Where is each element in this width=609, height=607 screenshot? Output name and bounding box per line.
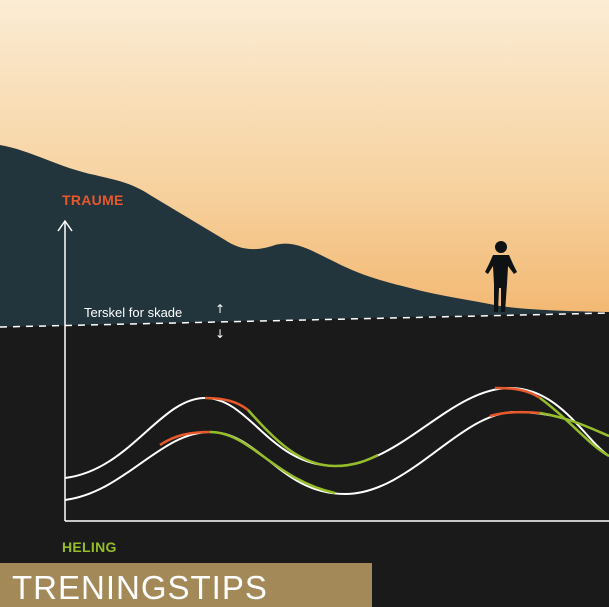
threshold-label: Terskel for skade bbox=[84, 305, 182, 320]
threshold-arrow-down-icon: ↓ bbox=[215, 327, 226, 341]
standing-person-silhouette bbox=[485, 241, 517, 312]
lower-curve-trauma-segment-2 bbox=[489, 410, 541, 418]
axis-label-healing: HELING bbox=[62, 539, 117, 555]
training-tips-banner: TRENINGSTIPS bbox=[0, 563, 372, 607]
lower-curve-trauma-segment bbox=[159, 430, 211, 447]
axis-label-trauma: TRAUME bbox=[62, 192, 124, 208]
upper-curve-trauma-segment bbox=[204, 396, 249, 411]
upper-curve-healing-segment bbox=[247, 409, 379, 468]
upper-curve-healing-segment-2 bbox=[539, 396, 609, 458]
lower-curve-healing-segment-2 bbox=[539, 411, 609, 438]
arrow-up-icon bbox=[57, 219, 73, 232]
threshold-arrow-up-icon: ↑ bbox=[215, 302, 226, 316]
mountain-silhouette bbox=[0, 145, 609, 330]
lower-curve-healing-segment bbox=[209, 430, 336, 495]
threshold-line bbox=[0, 312, 609, 328]
upper-curve-trauma-segment-2 bbox=[494, 386, 541, 400]
banner-title: TRENINGSTIPS bbox=[12, 569, 268, 606]
threshold-label-text: Terskel for skade bbox=[84, 305, 183, 320]
